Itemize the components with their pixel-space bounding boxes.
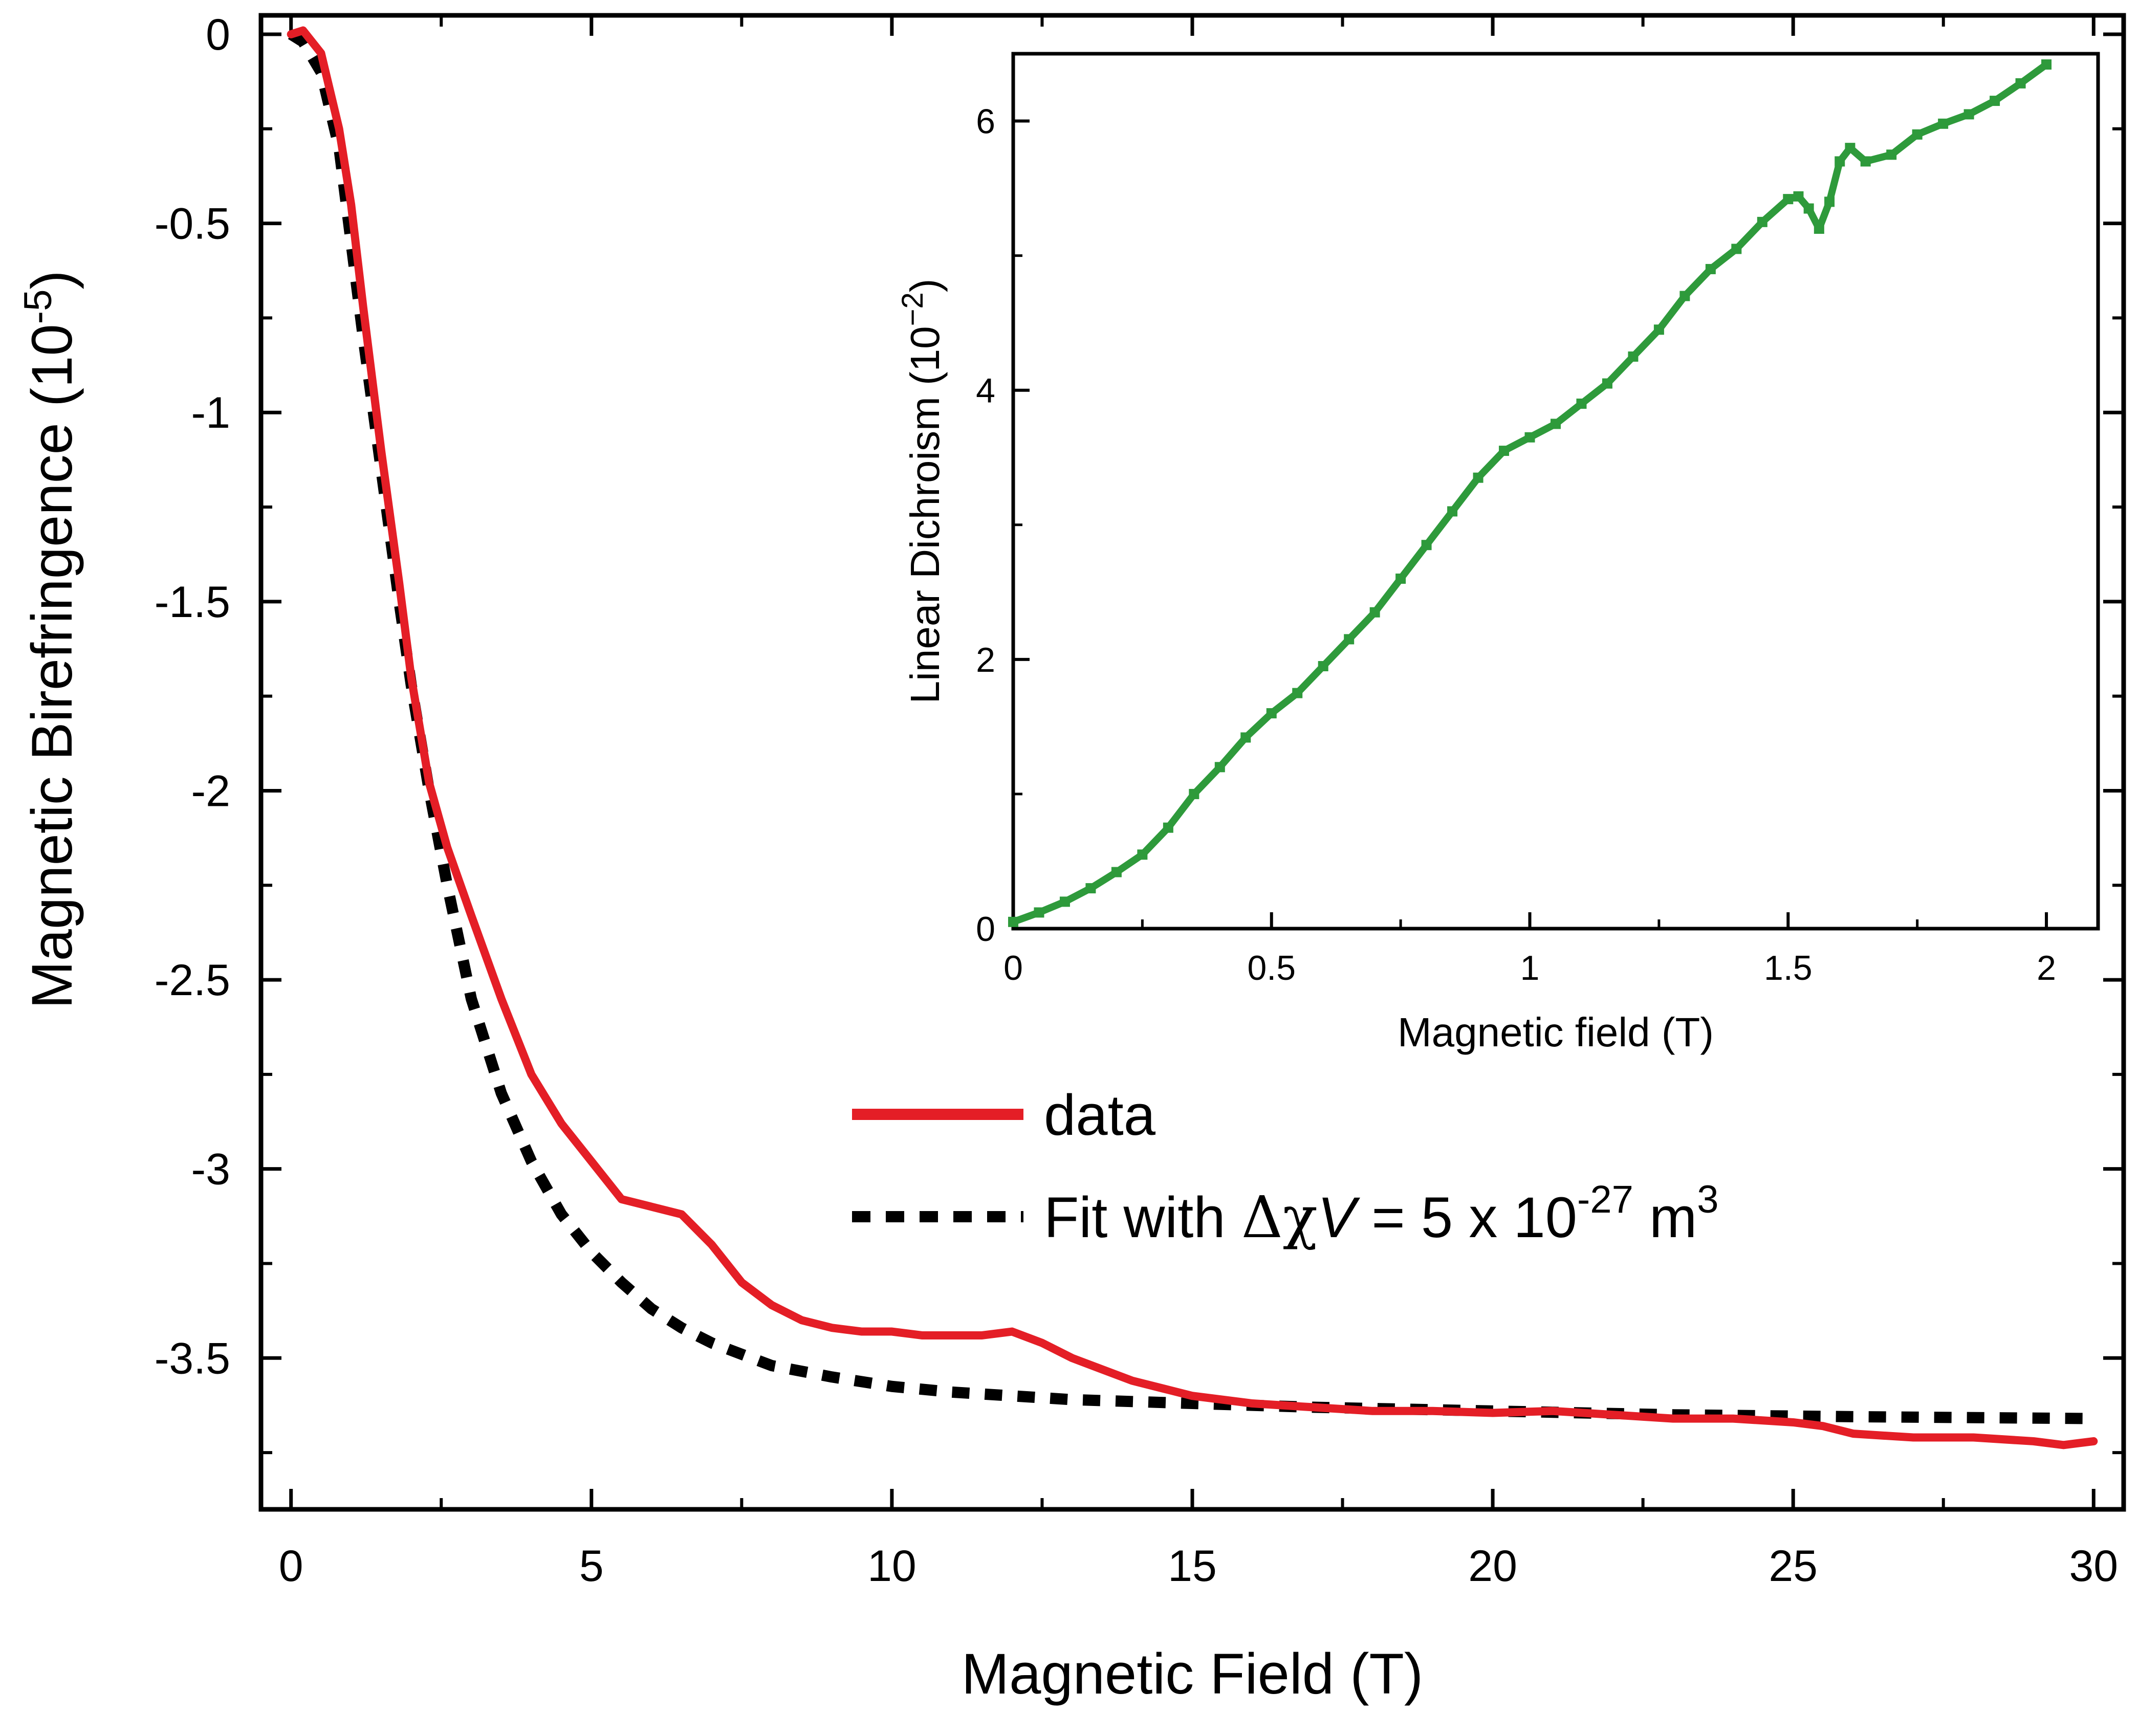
main-y-tick-label: -3.5 [155,1334,230,1383]
main-y-tick-label: -1.5 [155,578,230,627]
legend-fit-v: V [1318,1185,1361,1249]
inset-data-point [1137,849,1148,860]
inset-data-point [1803,203,1814,214]
inset-y-ticks: 0 2 4 6 [976,102,1030,949]
inset-x-tick-label: 1.5 [1764,949,1813,987]
inset-data-point [1008,916,1018,927]
inset-y-tick-label: 6 [976,102,995,141]
inset-data-point [1912,129,1923,140]
inset-data-point [1835,156,1845,167]
inset-x-tick-label: 1 [1520,949,1540,987]
inset-data-point [1163,822,1173,833]
inset-data-point [1266,708,1277,719]
inset-data-point [1499,446,1510,456]
legend-fit-middle: = 5 x 10 [1356,1185,1577,1249]
main-x-tick-label: 5 [579,1542,604,1591]
inset-plot-frame [1011,52,2100,931]
legend-fit-prefix: Fit with [1044,1185,1241,1249]
main-y-ticks: 0 -0.5 -1 -1.5 -2 -2.5 -3 -3.5 [155,10,2124,1455]
inset-y-axis-title-close: ) [902,279,948,293]
inset-data-point [1731,244,1742,254]
inset-data-point [1628,351,1639,362]
legend-data-label: data [1044,1083,1156,1147]
main-series [287,26,2098,1449]
inset-data-point [1318,661,1328,671]
main-x-tick-label: 15 [1168,1542,1217,1591]
inset-data-point [1576,399,1587,409]
main-y-tick-label: -2.5 [155,956,230,1005]
inset-data-point [1111,867,1122,877]
inset-data-point [1240,732,1251,743]
fit-series-line [288,29,2094,1424]
inset-x-tick-label: 2 [2037,949,2056,987]
inset-data-point [1845,143,1856,153]
inset-data-point [1421,540,1432,551]
main-y-tick-label: -1 [191,388,230,437]
inset-data-point [1292,688,1303,698]
main-y-axis-title-close: ) [20,270,84,289]
main-y-axis-title-exponent: -5 [16,290,60,324]
inset-data-point [1860,156,1871,167]
inset-data-point [1524,432,1535,443]
inset-data-point [1793,191,1804,202]
main-y-tick-label: -0.5 [155,200,230,249]
inset-data-point [1990,96,2000,106]
inset-data-point [1938,118,1949,129]
inset-data-point [1679,291,1690,301]
inset-data-point [1085,883,1096,894]
main-y-tick-label: 0 [206,10,230,59]
main-x-tick-label: 20 [1468,1542,1517,1591]
inset-x-tick-label: 0 [1003,949,1023,987]
main-x-axis-title: Magnetic Field (T) [962,1642,1423,1706]
main-x-ticks: 0 5 10 15 20 25 30 [279,15,2118,1591]
inset-data-point [1189,788,1199,799]
inset-y-tick-label: 4 [976,371,995,410]
main-y-tick-label: -3 [191,1145,230,1194]
inset-data-point [1447,506,1458,517]
data-series-line [287,26,2098,1449]
legend-fit-delta-chi: Δχ [1241,1184,1318,1251]
inset-y-axis-title-exponent: −2 [896,292,929,326]
inset-data-point [1473,472,1483,483]
inset-x-ticks: 0 0.5 1 1.5 2 [1003,912,2056,987]
main-y-axis-title-text: Magnetic Birefringence (10 [20,324,84,1008]
inset-data-point [2015,78,2026,89]
main-x-tick-label: 10 [867,1542,916,1591]
inset-data-point [2041,59,2052,70]
main-x-tick-label: 0 [279,1542,303,1591]
inset-y-axis-title: Linear Dichroism (10−2) [896,279,948,704]
legend-fit-unit: m [1633,1185,1697,1249]
inset-data-point [1602,378,1612,389]
inset-series [1008,59,2052,927]
inset-y-axis-title-text: Linear Dichroism (10 [902,326,948,704]
inset-y-tick-label: 0 [976,910,995,949]
legend-fit-unit-exponent: 3 [1697,1178,1718,1221]
inset-x-axis-title: Magnetic field (T) [1398,1009,1714,1055]
inset-data-point [1395,574,1406,584]
inset-data-point [1369,607,1380,618]
legend-fit-label: Fit with ΔχV = 5 x 10-27 m3 [1044,1178,1719,1251]
main-y-axis-title: Magnetic Birefringence (10-5) [16,270,84,1008]
inset-data-point [1034,907,1044,918]
inset-data-point [1757,216,1767,227]
main-y-tick-label: -2 [191,766,230,816]
inset-data-point [1886,149,1897,160]
legend: data Fit with ΔχV = 5 x 10-27 m3 [852,1083,1719,1251]
inset-data-point [1059,896,1070,907]
inset-data-point [1705,263,1716,274]
inset-data-point [1814,224,1824,234]
inset-data-point [1824,196,1835,207]
main-x-tick-label: 25 [1769,1542,1818,1591]
main-x-tick-label: 30 [2069,1542,2118,1591]
inset-data-point [1344,634,1355,645]
inset-data-point [1214,762,1225,773]
inset-y-tick-label: 2 [976,641,995,679]
inset-data-point [1783,194,1794,205]
inset-data-point [1551,419,1561,429]
inset-data-point [1653,324,1664,335]
inset-data-point [1963,109,1974,120]
legend-fit-exponent: -27 [1577,1178,1633,1221]
inset-x-tick-label: 0.5 [1247,949,1296,987]
